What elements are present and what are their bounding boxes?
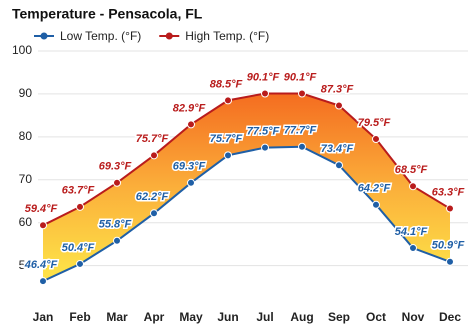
data-point bbox=[409, 244, 417, 253]
x-tick-label: Apr bbox=[144, 310, 165, 324]
value-label: 75.7°F bbox=[136, 133, 169, 145]
value-label: 63.3°F bbox=[432, 186, 465, 198]
value-label: 77.7°F bbox=[284, 125, 317, 137]
x-tick-label: Nov bbox=[402, 310, 425, 324]
data-point bbox=[409, 182, 417, 191]
data-point bbox=[150, 151, 158, 160]
x-tick-label: Jun bbox=[217, 310, 238, 324]
value-label: 79.5°F bbox=[358, 117, 391, 129]
data-point bbox=[187, 178, 195, 187]
value-label: 75.7°F bbox=[210, 133, 243, 145]
x-tick-label: Jan bbox=[33, 310, 54, 324]
series-line bbox=[42, 92, 451, 227]
x-tick-label: Feb bbox=[69, 310, 90, 324]
x-tick-label: Jul bbox=[256, 310, 273, 324]
data-point bbox=[446, 204, 454, 213]
value-label: 46.4°F bbox=[24, 259, 58, 271]
data-point bbox=[446, 257, 454, 266]
x-tick-label: Mar bbox=[106, 310, 128, 324]
legend-label: Low Temp. (°F) bbox=[60, 29, 141, 43]
data-point bbox=[76, 259, 84, 268]
data-point bbox=[39, 221, 47, 230]
y-tick-label: 100 bbox=[12, 43, 32, 57]
legend-marker bbox=[40, 32, 48, 40]
data-point bbox=[298, 142, 306, 151]
value-label: 59.4°F bbox=[25, 203, 58, 215]
value-label: 63.7°F bbox=[62, 185, 95, 197]
data-point bbox=[150, 209, 158, 218]
value-label: 82.9°F bbox=[173, 102, 206, 114]
data-point bbox=[113, 178, 121, 187]
value-label: 50.4°F bbox=[62, 242, 95, 254]
value-label: 68.5°F bbox=[395, 164, 428, 176]
value-label: 90.1°F bbox=[284, 71, 317, 83]
data-point bbox=[261, 143, 269, 152]
y-tick-label: 70 bbox=[19, 172, 33, 186]
range-band bbox=[43, 93, 450, 282]
value-label: 50.9°F bbox=[432, 240, 465, 252]
data-point bbox=[372, 135, 380, 144]
value-label: 54.1°F bbox=[395, 226, 428, 238]
value-label: 62.2°F bbox=[136, 191, 169, 203]
data-point bbox=[335, 161, 343, 170]
legend-marker bbox=[165, 32, 173, 40]
value-label: 69.3°F bbox=[99, 161, 132, 173]
chart-title: Temperature - Pensacola, FL bbox=[12, 6, 203, 22]
value-label: 73.4°F bbox=[321, 143, 354, 155]
y-tick-label: 50 bbox=[19, 258, 33, 272]
x-tick-label: May bbox=[179, 310, 203, 324]
data-point bbox=[261, 89, 269, 98]
y-tick-label: 60 bbox=[19, 215, 33, 229]
legend: Low Temp. (°F) High Temp. (°F) bbox=[34, 29, 269, 43]
x-tick-label: Oct bbox=[366, 310, 386, 324]
value-label: 88.5°F bbox=[210, 78, 243, 90]
value-label: 87.3°F bbox=[321, 83, 354, 95]
data-point bbox=[113, 236, 121, 245]
data-point bbox=[335, 101, 343, 110]
data-point bbox=[39, 277, 47, 286]
data-point bbox=[372, 200, 380, 209]
x-tick-label: Aug bbox=[290, 310, 313, 324]
data-point bbox=[298, 89, 306, 98]
value-label: 64.2°F bbox=[358, 183, 391, 195]
value-label: 55.8°F bbox=[99, 219, 132, 231]
y-tick-label: 80 bbox=[19, 129, 33, 143]
series-line bbox=[42, 145, 451, 283]
x-tick-label: Sep bbox=[328, 310, 350, 324]
value-label: 77.5°F bbox=[247, 126, 280, 138]
data-point bbox=[224, 151, 232, 160]
data-point bbox=[224, 96, 232, 105]
data-point bbox=[187, 120, 195, 129]
value-label: 90.1°F bbox=[247, 71, 280, 83]
data-point bbox=[76, 202, 84, 211]
value-label: 69.3°F bbox=[173, 161, 206, 173]
x-tick-label: Dec bbox=[439, 310, 461, 324]
legend-label: High Temp. (°F) bbox=[185, 29, 269, 43]
y-tick-label: 90 bbox=[19, 86, 33, 100]
